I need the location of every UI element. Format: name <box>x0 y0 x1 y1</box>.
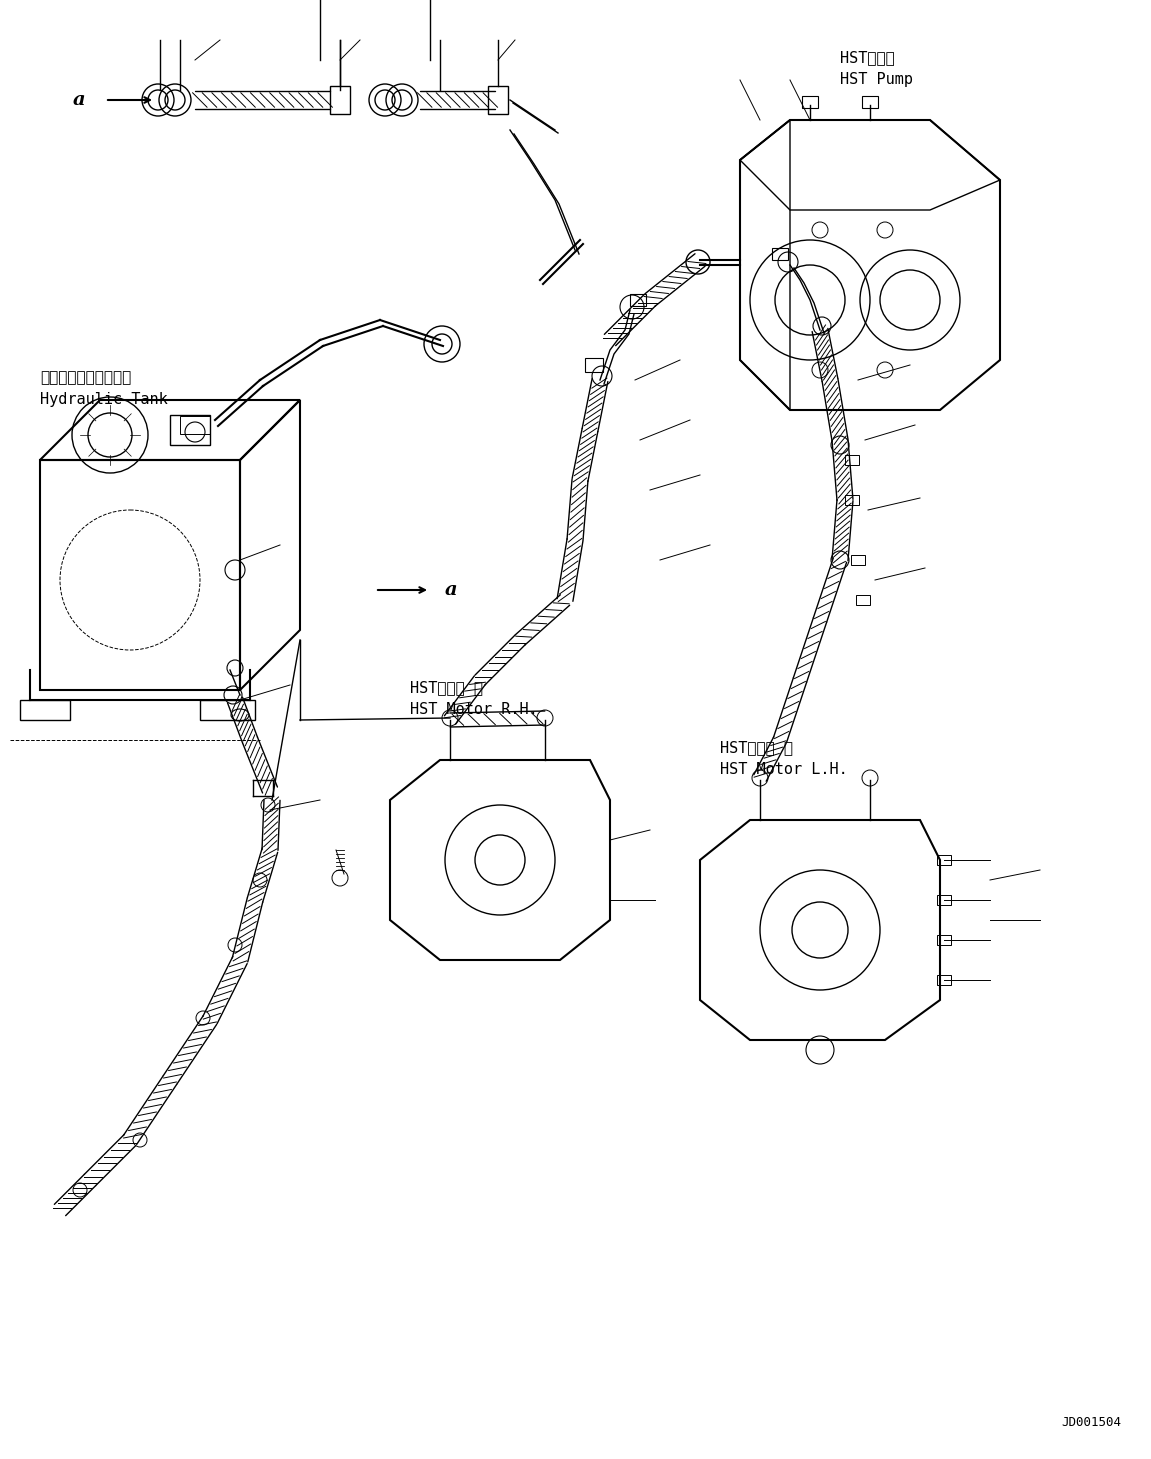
Text: HST Pump: HST Pump <box>840 71 913 88</box>
Bar <box>845 495 859 505</box>
Text: HST Motor L.H.: HST Motor L.H. <box>721 762 848 778</box>
Bar <box>937 975 951 985</box>
Bar <box>180 416 209 433</box>
Bar <box>862 96 878 108</box>
Bar <box>937 855 951 865</box>
Text: HSTポンプ: HSTポンプ <box>840 50 894 66</box>
Bar <box>772 248 788 260</box>
Bar <box>170 414 209 445</box>
Text: HST Motor R.H.: HST Motor R.H. <box>410 702 538 716</box>
Bar <box>630 295 646 306</box>
Bar <box>802 96 818 108</box>
Bar <box>937 894 951 905</box>
Bar <box>330 86 350 114</box>
Text: JD001504: JD001504 <box>1061 1417 1121 1428</box>
Bar <box>488 86 508 114</box>
Text: a: a <box>73 90 85 109</box>
Bar <box>937 935 951 945</box>
Bar <box>856 595 870 605</box>
Text: HSTモータ 右: HSTモータ 右 <box>410 680 483 694</box>
Text: a: a <box>445 581 458 600</box>
Text: Hydraulic Tank: Hydraulic Tank <box>40 392 168 407</box>
Bar <box>851 554 866 565</box>
Text: HSTモータ 左: HSTモータ 左 <box>721 740 793 754</box>
Text: ハイドロリックタンク: ハイドロリックタンク <box>40 371 131 385</box>
Bar <box>845 455 859 465</box>
Bar <box>585 357 603 372</box>
